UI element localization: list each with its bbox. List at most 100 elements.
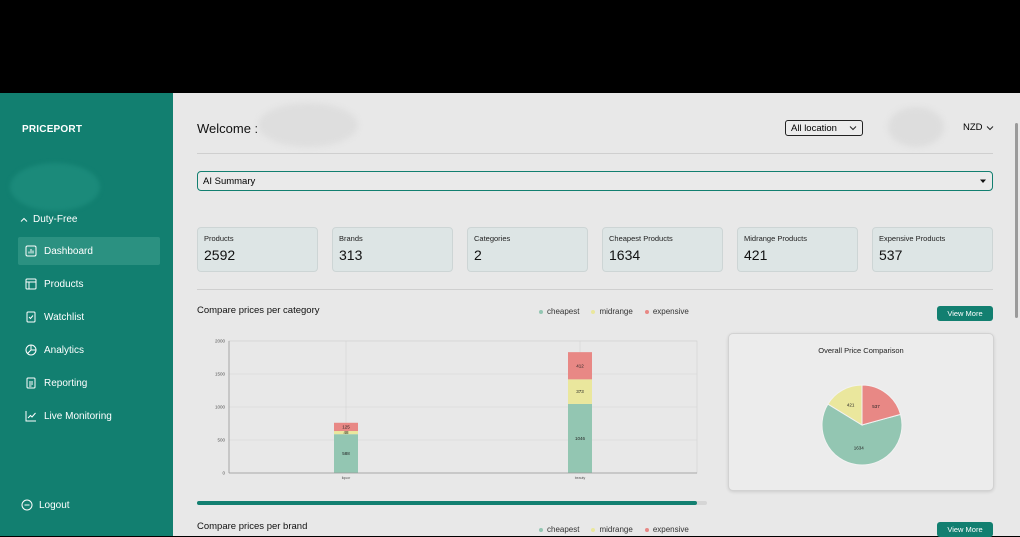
data-label: 125 <box>342 424 350 429</box>
stat-label: Categories <box>474 234 511 243</box>
location-select[interactable]: All location <box>785 120 863 136</box>
legend-item-cheapest: cheapest <box>539 307 579 316</box>
section-title-category: Compare prices per category <box>197 305 320 316</box>
stat-label: Expensive Products <box>879 234 946 243</box>
analytics-icon <box>25 344 37 356</box>
chart-legend-brand: cheapest midrange expensive <box>539 525 689 534</box>
avatar <box>10 163 100 211</box>
data-label: 48 <box>343 430 349 435</box>
legend-item-cheapest: cheapest <box>539 525 579 534</box>
stat-value: 537 <box>879 247 903 263</box>
logout-button[interactable]: Logout <box>21 499 70 511</box>
x-tick-label: liquor <box>342 476 351 480</box>
stat-card-midrange: Midrange Products 421 <box>737 227 858 272</box>
group-toggle-duty-free[interactable]: Duty-Free <box>20 214 77 225</box>
view-more-button-category[interactable]: View More <box>937 306 993 321</box>
section-title-brand: Compare prices per brand <box>197 521 308 532</box>
sidebar: PRICEPORT Duty-Free Dashboard Products W… <box>0 93 173 536</box>
stat-value: 1634 <box>609 247 641 263</box>
currency-value: NZD <box>963 122 983 133</box>
stat-value: 2592 <box>204 247 236 263</box>
pie-data-label: 1634 <box>854 445 865 450</box>
chart-legend-category: cheapest midrange expensive <box>539 307 689 316</box>
pie-slice-expensive <box>861 384 902 426</box>
logout-label: Logout <box>39 499 70 511</box>
sidebar-item-watchlist[interactable]: Watchlist <box>18 303 160 331</box>
stat-label: Products <box>204 234 234 243</box>
legend-item-midrange: midrange <box>591 525 633 534</box>
watchlist-icon <box>26 311 36 323</box>
sidebar-item-label: Products <box>44 278 84 290</box>
chart-horizontal-scrollbar[interactable] <box>197 501 707 505</box>
data-label: 588 <box>342 451 350 456</box>
legend-item-midrange: midrange <box>591 307 633 316</box>
chevron-down-icon <box>849 126 857 131</box>
live-monitoring-icon <box>25 411 36 422</box>
stat-card-cheapest: Cheapest Products 1634 <box>602 227 723 272</box>
pie-title: Overall Price Comparison <box>818 346 904 355</box>
stat-card-brands: Brands 313 <box>332 227 453 272</box>
y-tick-label: 2000 <box>215 339 226 344</box>
welcome-title: Welcome : <box>197 121 259 136</box>
data-label: 373 <box>576 389 584 394</box>
sidebar-item-live-monitoring[interactable]: Live Monitoring <box>18 402 160 430</box>
pie-data-label: 537 <box>872 404 880 409</box>
stat-card-expensive: Expensive Products 537 <box>872 227 993 272</box>
products-icon <box>25 278 37 290</box>
stat-card-products: Products 2592 <box>197 227 318 272</box>
bar-segment-cheapest-beauty <box>568 403 592 473</box>
pie-slice-cheapest <box>821 403 903 466</box>
sidebar-item-analytics[interactable]: Analytics <box>18 336 160 364</box>
legend-item-expensive: expensive <box>644 307 689 316</box>
bar-segment-midrange-liquor <box>334 431 358 435</box>
stat-label: Cheapest Products <box>609 234 673 243</box>
currency-select[interactable]: NZD <box>963 122 994 133</box>
view-more-button-brand[interactable]: View More <box>937 522 993 537</box>
divider <box>197 153 993 154</box>
overall-price-pie-chart: 1634 421 537 <box>821 384 903 466</box>
stat-card-categories: Categories 2 <box>467 227 588 272</box>
stat-value: 313 <box>339 247 363 263</box>
sidebar-item-label: Dashboard <box>44 245 93 257</box>
y-tick-label: 1000 <box>215 405 226 410</box>
divider <box>197 289 993 290</box>
x-tick-label: beauty <box>575 476 586 480</box>
reporting-icon <box>26 377 36 389</box>
chevron-up-icon <box>20 217 28 222</box>
data-label: 412 <box>576 363 584 368</box>
caret-down-icon <box>980 179 986 183</box>
stat-value: 421 <box>744 247 768 263</box>
bar-segment-expensive-liquor <box>334 422 358 432</box>
stat-label: Brands <box>339 234 363 243</box>
ai-summary-select[interactable]: AI Summary <box>197 171 993 191</box>
stat-value: 2 <box>474 247 482 263</box>
sidebar-item-reporting[interactable]: Reporting <box>18 369 160 397</box>
chevron-down-icon <box>986 125 993 130</box>
sidebar-item-label: Watchlist <box>44 311 85 323</box>
bar-segment-cheapest-liquor <box>334 434 358 473</box>
ai-summary-label: AI Summary <box>203 175 256 187</box>
bar-segment-expensive-beauty <box>568 352 592 380</box>
bar-segment-midrange-beauty <box>568 379 592 404</box>
sidebar-item-dashboard[interactable]: Dashboard <box>18 237 160 265</box>
y-tick-label: 0 <box>222 471 225 476</box>
logout-icon <box>21 499 33 511</box>
group-label: Duty-Free <box>33 214 78 225</box>
y-tick-label: 500 <box>217 438 225 443</box>
y-tick-label: 1500 <box>215 372 226 377</box>
dashboard-icon <box>25 245 37 257</box>
stat-label: Midrange Products <box>744 234 807 243</box>
legend-item-expensive: expensive <box>644 525 689 534</box>
user-name-blurred <box>258 103 358 147</box>
sidebar-item-products[interactable]: Products <box>18 270 160 298</box>
location-value: All location <box>791 122 837 134</box>
page-vertical-scrollbar[interactable] <box>1015 123 1018 318</box>
data-label: 1046 <box>575 436 586 441</box>
user-avatar-blurred <box>888 107 944 147</box>
top-black-bar <box>0 0 1020 93</box>
pie-data-label: 421 <box>847 402 855 407</box>
scrollbar-thumb[interactable] <box>197 501 697 505</box>
sidebar-item-label: Reporting <box>44 377 88 389</box>
main-content: Welcome : All location NZD AI Summary Pr… <box>173 93 1020 537</box>
